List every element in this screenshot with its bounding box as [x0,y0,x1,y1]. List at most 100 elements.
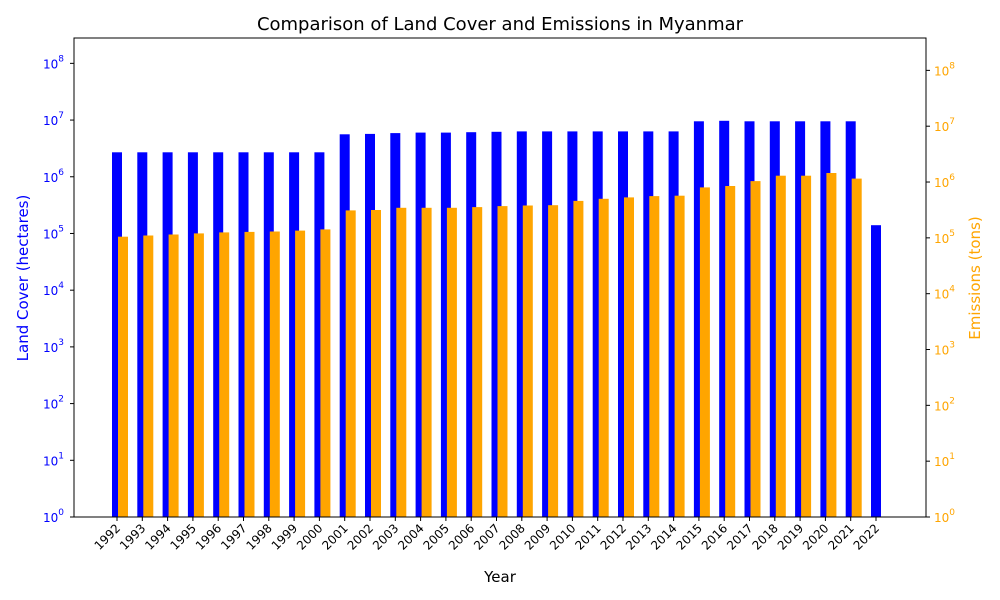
bar-emissions-2005 [446,207,457,518]
x-tick-label: 2018 [749,521,780,552]
bar-land-2011 [592,131,603,517]
bar-emissions-2018 [775,175,786,517]
left-tick-label: 104 [43,281,64,298]
x-tick-label: 2015 [674,521,705,552]
bar-emissions-2004 [421,207,432,518]
bar-emissions-1996 [219,232,230,517]
right-tick-label: 102 [934,396,955,413]
bar-emissions-2011 [598,198,609,518]
x-tick-label: 2013 [623,521,654,552]
bar-emissions-2007 [497,206,508,517]
bar-land-2002 [365,133,375,517]
x-tick-label: 2002 [345,521,376,552]
bar-emissions-2021 [851,178,862,517]
x-tick-label: 2020 [800,521,831,552]
bar-land-2008 [516,131,527,517]
bar-land-2003 [390,133,401,517]
bar-emissions-2002 [371,210,381,517]
bar-land-2022 [871,225,881,517]
bar-emissions-2017 [750,181,761,517]
plot-frame [73,37,927,518]
right-tick-label: 103 [934,340,955,357]
x-tick-label: 2008 [496,521,527,552]
left-tick-label: 106 [43,167,64,184]
bar-emissions-2013 [649,196,660,517]
bar-land-2010 [567,131,578,517]
bar-land-2004 [415,132,426,517]
x-tick-label: 2016 [699,521,730,552]
x-tick-label: 2006 [446,521,477,552]
bar-land-1995 [187,152,198,518]
bar-emissions-2008 [522,205,533,517]
x-tick-label: 1996 [193,521,224,552]
left-tick-label: 107 [43,111,64,128]
x-tick-label: 1994 [142,521,173,552]
bar-land-2020 [820,121,831,518]
bar-land-2014 [668,131,679,517]
x-tick-label: 2012 [598,521,629,552]
right-tick-label: 108 [934,61,955,78]
bar-emissions-2000 [320,229,331,517]
bar-emissions-1993 [143,235,154,517]
bar-emissions-1995 [193,233,204,517]
right-axis-label: Emissions (tons) [966,216,984,339]
x-tick-label: 1999 [269,521,300,552]
right-tick-label: 107 [934,117,955,134]
x-tick-label: 1998 [243,521,274,552]
bar-emissions-2003 [396,207,407,518]
bar-land-1997 [238,152,249,518]
x-tick-label: 2007 [471,521,502,552]
left-tick-label: 105 [43,224,64,241]
left-tick-label: 100 [43,508,64,525]
x-tick-label: 2017 [724,521,755,552]
bar-land-2005 [440,132,451,517]
x-tick-label: 2019 [775,521,806,552]
bar-emissions-2015 [699,187,710,517]
left-bars [112,120,881,518]
bar-land-2017 [744,121,755,518]
bar-land-1992 [112,152,122,518]
bar-emissions-2016 [725,186,736,517]
bar-land-2009 [542,131,553,517]
bar-emissions-2009 [548,205,559,517]
right-tick-label: 106 [934,173,955,190]
left-tick-label: 102 [43,394,64,411]
x-tick-label: 2004 [395,521,426,552]
x-tick-label: 1997 [218,521,249,552]
x-tick-label: 2014 [648,521,679,552]
right-tick-label: 101 [934,452,955,469]
left-axis: 100 101 102 103 104 105 106 107 108 [43,54,74,525]
bar-land-1993 [137,152,148,518]
left-axis-label: Land Cover (hectares) [14,195,32,362]
bar-land-2016 [719,120,730,518]
bar-land-2013 [643,131,654,517]
x-tick-label: 2005 [421,521,452,552]
x-axis-label: Year [483,568,517,586]
right-bars [118,173,862,518]
left-tick-label: 101 [43,451,64,468]
bar-land-2006 [466,132,477,517]
x-tick-label: 2000 [294,521,325,552]
bar-emissions-2014 [674,195,685,517]
right-tick-label: 105 [934,228,955,245]
bar-emissions-1992 [118,236,128,517]
x-tick-label: 1992 [92,521,123,552]
bar-land-2018 [769,121,780,518]
x-tick-label: 2001 [319,521,350,552]
x-tick-label: 2009 [522,521,553,552]
bar-emissions-1999 [295,230,306,517]
bar-land-1998 [263,152,274,518]
bar-emissions-2019 [801,175,812,517]
x-tick-label: 2022 [851,521,882,552]
right-tick-label: 100 [934,508,955,525]
bar-emissions-1994 [168,234,179,517]
left-tick-label: 103 [43,337,64,354]
bar-land-2001 [339,134,350,518]
right-axis: 100 101 102 103 104 105 106 107 108 [926,61,955,525]
x-axis: 1992199319941995199619971998199920002001… [92,517,882,553]
bar-land-1994 [162,152,173,518]
x-tick-label: 2003 [370,521,401,552]
bar-land-1996 [213,152,224,518]
bar-land-2021 [845,121,856,518]
